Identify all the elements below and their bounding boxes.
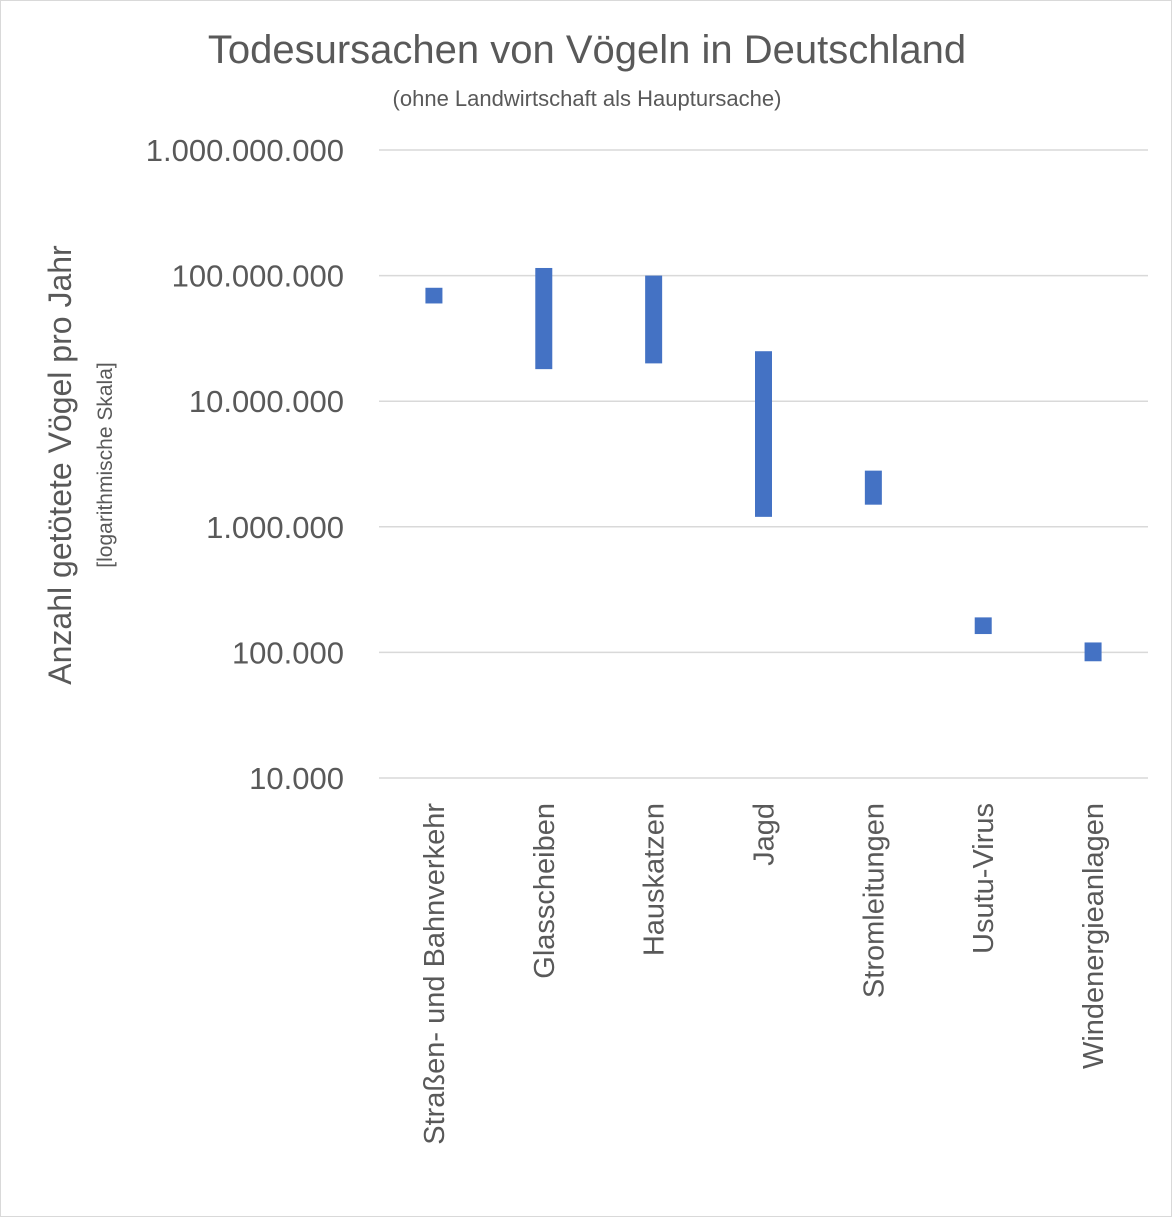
range-bar — [425, 287, 443, 304]
x-tick-label: Usutu-Virus — [968, 803, 1000, 954]
x-tick-label: Glasscheiben — [529, 803, 561, 979]
y-tick-label: 10.000.000 — [189, 384, 344, 419]
x-axis-ticks: Straßen- und Bahnverkehr Glasscheiben Haus… — [419, 803, 1110, 1145]
range-bar — [535, 267, 553, 370]
y-tick-label: 100.000 — [232, 635, 344, 670]
x-tick-label: Jagd — [749, 803, 781, 866]
range-bar — [755, 351, 772, 517]
range-bar — [974, 617, 992, 635]
x-tick-label: Windenergieanlagen — [1078, 803, 1110, 1069]
y-axis-label-note: [logarithmische Skala] — [94, 362, 117, 567]
y-axis-label: Anzahl getötete Vögel pro Jahr — [42, 245, 78, 685]
gridlines — [379, 149, 1148, 779]
x-tick-label: Stromleitungen — [858, 803, 890, 998]
range-bars — [425, 267, 1102, 662]
range-bar — [864, 470, 882, 505]
range-bar — [1084, 642, 1102, 662]
chart-title: Todesursachen von Vögeln in Deutschland — [208, 28, 966, 72]
y-tick-label: 1.000.000 — [206, 510, 344, 545]
y-tick-label: 1.000.000.000 — [146, 133, 344, 168]
chart-subtitle: (ohne Landwirtschaft als Hauptursache) — [393, 86, 782, 111]
y-tick-label: 100.000.000 — [172, 259, 344, 294]
y-axis-ticks: 10.000 100.000 1.000.000 10.000.000 100.000.… — [146, 133, 344, 796]
x-tick-label: Straßen- und Bahnverkehr — [419, 803, 451, 1145]
x-tick-label: Hauskatzen — [639, 803, 671, 956]
y-tick-label: 10.000 — [249, 761, 344, 796]
range-bar — [645, 275, 663, 364]
